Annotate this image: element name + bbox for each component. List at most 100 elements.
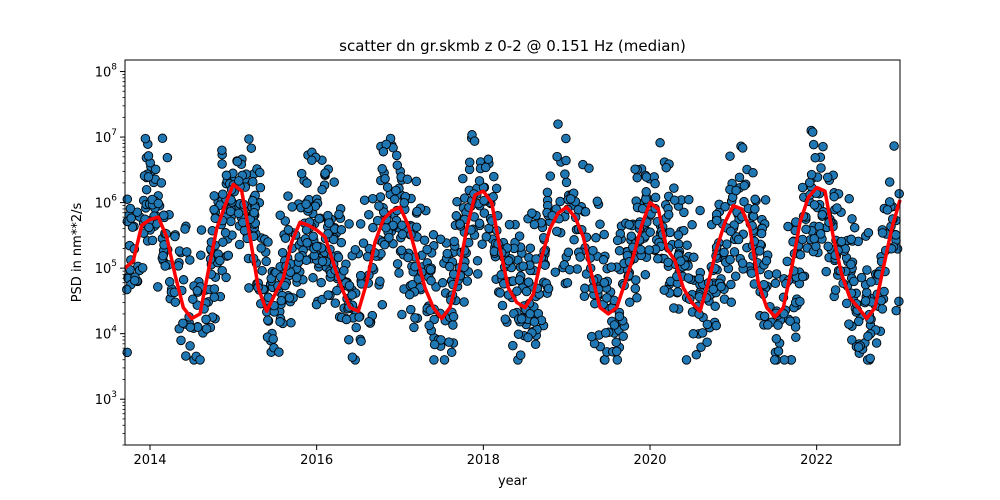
scatter-point — [307, 155, 317, 166]
scatter-point — [624, 219, 634, 230]
scatter-point — [178, 275, 189, 285]
scatter-point — [630, 164, 640, 174]
scatter-point — [785, 316, 795, 326]
scatter-point — [317, 184, 327, 195]
scatter-point — [640, 269, 651, 280]
scatter-point — [329, 177, 339, 187]
scatter-point — [425, 264, 436, 275]
scatter-point — [847, 335, 857, 345]
scatter-point — [847, 214, 857, 224]
scatter-point — [384, 232, 394, 243]
scatter-point — [392, 160, 403, 170]
scatter-point — [711, 320, 721, 331]
scatter-point — [809, 233, 819, 244]
scatter-point — [263, 315, 273, 325]
scatter-point — [856, 272, 867, 283]
scatter-point — [477, 239, 487, 249]
scatter-point — [182, 247, 192, 257]
scatter-point — [209, 284, 220, 294]
scatter-point — [275, 210, 285, 220]
scatter-point — [283, 225, 294, 235]
scatter-point — [815, 229, 826, 239]
scatter-point — [612, 235, 623, 246]
scatter-point — [355, 219, 366, 229]
scatter-point — [141, 184, 152, 195]
scatter-point — [737, 143, 748, 153]
scatter-point — [358, 238, 369, 248]
scatter-point — [411, 222, 422, 232]
scatter-point — [217, 159, 227, 169]
scatter-point — [268, 334, 278, 344]
scatter-point — [396, 245, 407, 256]
scatter-point — [364, 316, 374, 327]
scatter-point — [514, 275, 525, 285]
scatter-point — [394, 268, 404, 278]
scatter-point — [731, 185, 741, 196]
scatter-point — [344, 280, 355, 291]
scatter-point — [694, 273, 705, 284]
scatter-point — [302, 178, 312, 188]
scatter-point — [611, 346, 622, 357]
scatter-point — [584, 163, 594, 174]
scatter-point — [232, 156, 243, 167]
scatter-point — [391, 185, 401, 196]
scatter-point — [763, 320, 773, 330]
scatter-point — [455, 219, 465, 229]
scatter-point — [801, 224, 811, 235]
scatter-point — [600, 355, 610, 365]
scatter-point — [436, 335, 446, 345]
scatter-point — [829, 191, 839, 202]
scatter-point — [176, 335, 186, 346]
y-axis-label: PSD in nm**2/s — [70, 203, 85, 303]
scatter-point — [508, 340, 518, 351]
scatter-point — [580, 283, 590, 294]
scatter-point — [275, 317, 285, 327]
scatter-point — [472, 256, 483, 266]
scatter-point — [561, 133, 571, 144]
scatter-point — [317, 256, 328, 267]
scatter-point — [185, 322, 196, 333]
scatter-point — [350, 244, 361, 255]
scatter-point — [196, 250, 206, 260]
scatter-point — [491, 183, 502, 194]
scatter-point — [336, 225, 347, 235]
scatter-point — [192, 286, 203, 296]
scatter-point — [797, 234, 808, 245]
scatter-point — [659, 285, 670, 295]
scatter-point — [339, 265, 349, 276]
scatter-point — [397, 309, 407, 320]
scatter-point — [196, 225, 207, 235]
scatter-point — [599, 229, 609, 240]
scatter-point — [185, 341, 195, 351]
scatter-point — [716, 281, 726, 292]
scatter-point — [218, 189, 228, 199]
scatter-point — [296, 168, 307, 179]
scatter-point — [636, 244, 646, 255]
scatter-point — [389, 194, 400, 205]
scatter-point — [679, 207, 689, 218]
scatter-point — [565, 194, 576, 204]
scatter-point — [324, 218, 334, 228]
scatter-point — [397, 220, 407, 231]
scatter-point — [595, 219, 605, 229]
scatter-point — [770, 278, 781, 289]
scatter-point — [797, 182, 808, 193]
scatter-point — [618, 331, 628, 342]
scatter-point — [683, 273, 694, 283]
scatter-point — [429, 339, 440, 350]
scatter-point — [122, 284, 132, 295]
scatter-point — [600, 328, 611, 338]
scatter-points — [122, 119, 904, 365]
scatter-point — [682, 240, 692, 250]
scatter-point — [719, 247, 729, 258]
scatter-point — [280, 233, 291, 243]
scatter-point — [164, 277, 175, 287]
scatter-point — [359, 195, 370, 205]
scatter-point — [333, 252, 344, 263]
scatter-point — [379, 240, 390, 250]
scatter-point — [632, 293, 642, 303]
scatter-point — [221, 170, 232, 181]
scatter-point — [575, 252, 585, 262]
scatter-point — [480, 162, 491, 173]
